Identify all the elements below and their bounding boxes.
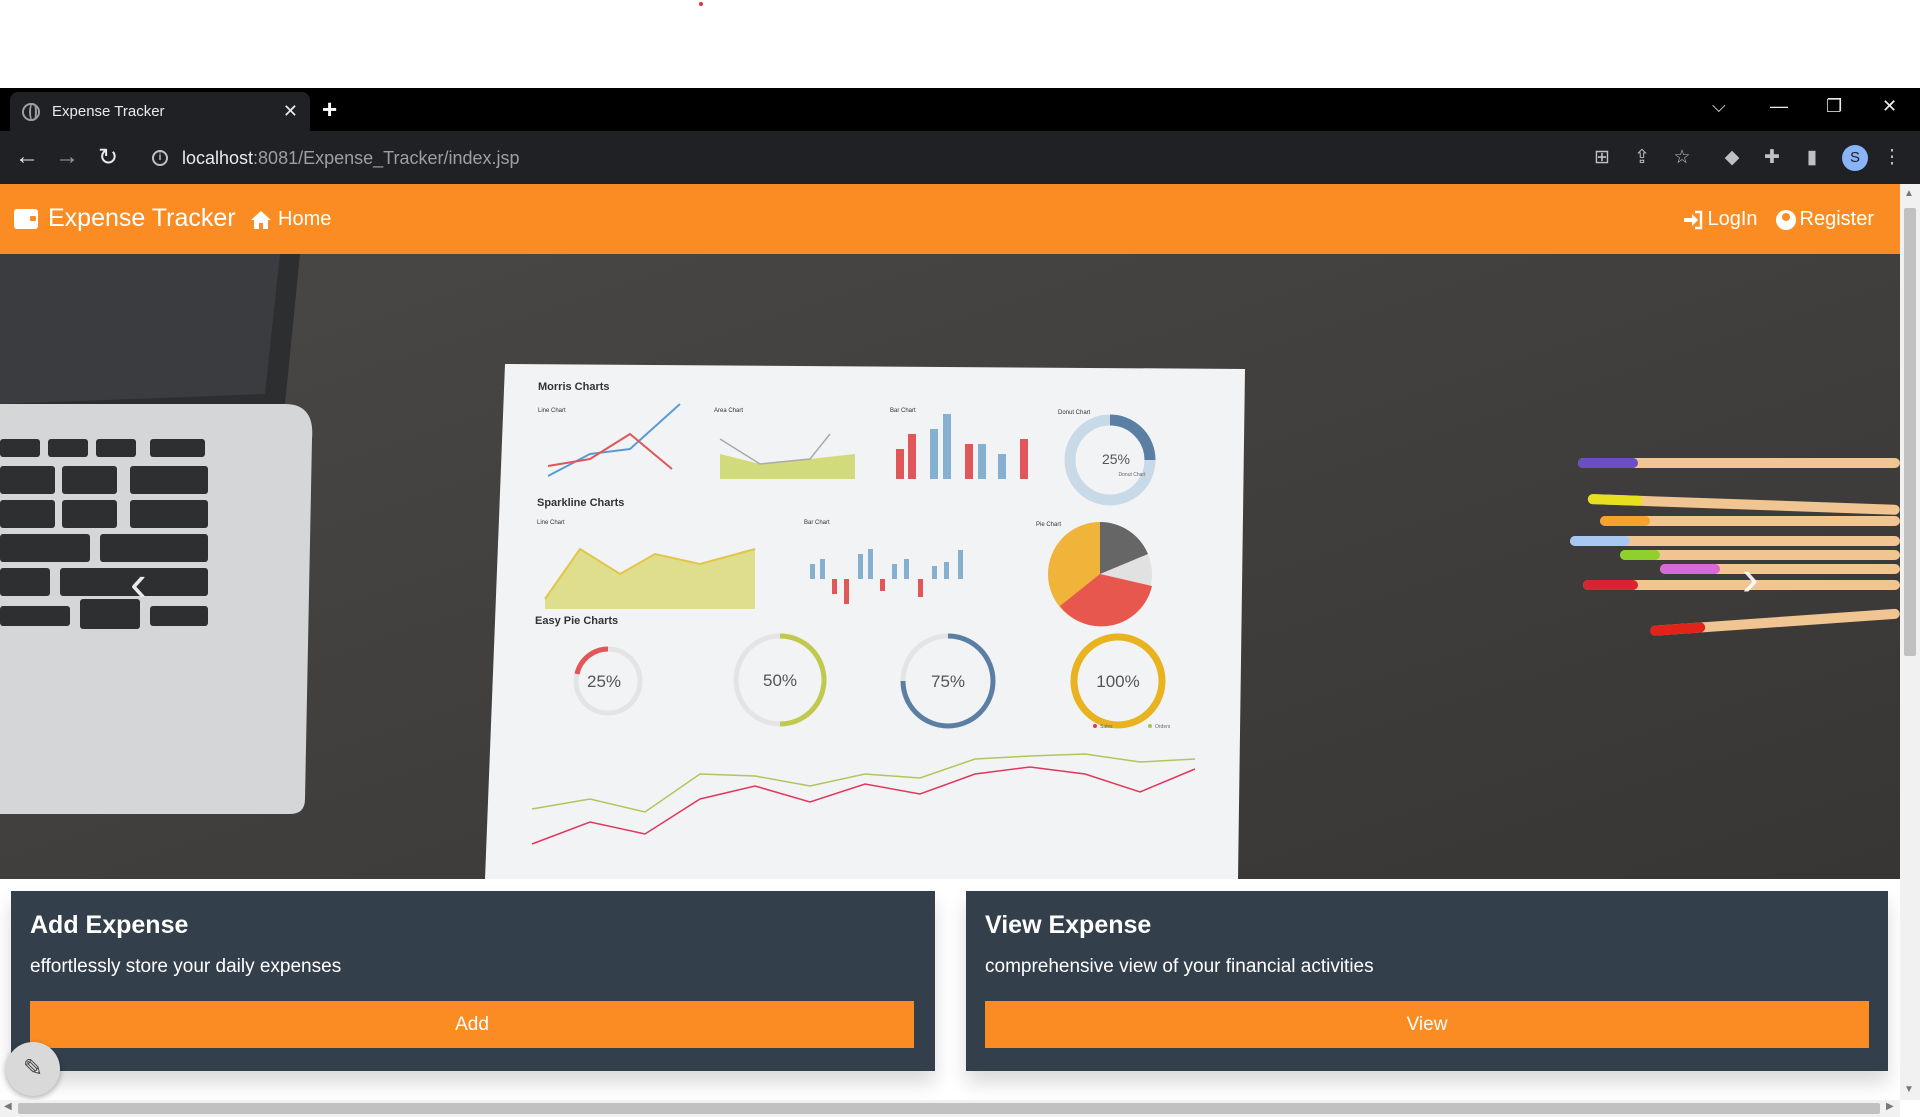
globe-icon xyxy=(22,102,40,121)
paper-title-area: Area Chart xyxy=(714,408,743,414)
wallet-icon xyxy=(14,208,38,229)
bookmark-star-icon[interactable]: ☆ xyxy=(1673,147,1691,168)
nav-right: LogIn Register xyxy=(1683,208,1874,231)
paper-title-donut: Donut Chart xyxy=(1058,410,1091,416)
carousel-next-icon[interactable]: › xyxy=(1742,550,1759,606)
paper-title-pie: Pie Chart xyxy=(1036,522,1061,528)
nav-register-link[interactable]: Register xyxy=(1775,208,1874,231)
new-tab-button[interactable]: + xyxy=(322,94,338,124)
login-icon xyxy=(1684,210,1703,229)
page-viewport: Expense Tracker Home LogIn Register xyxy=(0,184,1900,1100)
info-icon[interactable]: i xyxy=(152,150,168,166)
paper-section-easypie: Easy Pie Charts xyxy=(535,615,618,627)
horizontal-scrollbar[interactable]: ◀ ▶ xyxy=(0,1100,1900,1117)
edit-pen-icon[interactable]: ✎ xyxy=(6,1042,60,1096)
home-icon xyxy=(251,210,271,229)
view-expense-card: View Expense comprehensive view of your … xyxy=(966,891,1888,1071)
browser-tab[interactable]: Expense Tracker ✕ xyxy=(10,92,310,131)
profile-avatar[interactable]: S xyxy=(1842,145,1868,171)
paper-legend-sales: Sales xyxy=(1100,724,1113,730)
scroll-down-arrow-icon[interactable]: ▼ xyxy=(1904,1084,1914,1095)
site-navbar: Expense Tracker Home LogIn Register xyxy=(0,184,1900,254)
scroll-up-arrow-icon[interactable]: ▲ xyxy=(1904,188,1914,199)
top-blank-area xyxy=(0,0,1920,88)
url-path: :8081/Expense_Tracker/index.jsp xyxy=(253,147,520,168)
hero-carousel: Morris Charts Sparkline Charts Easy Pie … xyxy=(0,254,1900,879)
url-host: localhost xyxy=(182,147,254,168)
nav-register-label: Register xyxy=(1799,208,1874,230)
paper-pie-50: 50% xyxy=(763,671,797,690)
restore-icon[interactable]: ❐ xyxy=(1826,96,1843,116)
translate-icon[interactable]: ⊞ xyxy=(1594,147,1610,168)
address-bar[interactable]: i localhost:8081/Expense_Tracker/index.j… xyxy=(136,138,1596,178)
side-panel-icon[interactable]: ▮ xyxy=(1806,147,1818,168)
nav-login-link[interactable]: LogIn xyxy=(1683,208,1758,231)
paper-title-line-2: Line Chart xyxy=(537,520,565,526)
brand-link[interactable]: Expense Tracker xyxy=(14,204,236,233)
back-icon[interactable]: ← xyxy=(15,143,39,170)
close-tab-icon[interactable]: ✕ xyxy=(282,101,298,121)
scroll-right-arrow-icon[interactable]: ▶ xyxy=(1886,1101,1894,1112)
add-expense-description: effortlessly store your daily expenses xyxy=(30,956,342,977)
add-expense-card: Add Expense effortlessly store your dail… xyxy=(11,891,935,1071)
paper-legend-orders: Orders xyxy=(1155,724,1171,730)
reload-icon[interactable]: ↻ xyxy=(97,144,119,171)
add-expense-title: Add Expense xyxy=(30,911,189,939)
menu-kebab-icon[interactable]: ⋮ xyxy=(1882,147,1902,168)
forward-icon[interactable]: → xyxy=(55,143,79,170)
paper-pie-25: 25% xyxy=(587,672,621,691)
paper-title-line: Line Chart xyxy=(538,408,566,414)
user-icon xyxy=(1775,209,1796,230)
nav-home-link[interactable]: Home xyxy=(250,208,331,231)
carousel-prev-icon[interactable]: ‹ xyxy=(130,555,147,611)
paper-pie-100: 100% xyxy=(1096,672,1139,691)
brand-text: Expense Tracker xyxy=(48,204,236,232)
red-dot xyxy=(699,2,703,6)
puzzle-icon[interactable]: ✚ xyxy=(1764,147,1780,168)
hero-image: Morris Charts Sparkline Charts Easy Pie … xyxy=(0,254,1900,879)
view-button[interactable]: View xyxy=(985,1001,1869,1048)
add-button[interactable]: Add xyxy=(30,1001,914,1048)
paper-pie-75: 75% xyxy=(931,672,965,691)
nav-home-label: Home xyxy=(278,208,332,230)
scroll-left-arrow-icon[interactable]: ◀ xyxy=(4,1101,12,1112)
tab-title: Expense Tracker xyxy=(52,103,165,120)
nav-login-label: LogIn xyxy=(1707,208,1758,230)
vertical-scroll-thumb[interactable] xyxy=(1904,208,1916,656)
paper-title-bar: Bar Chart xyxy=(890,408,916,414)
paper-section-morris: Morris Charts xyxy=(538,381,610,393)
view-expense-description: comprehensive view of your financial act… xyxy=(985,956,1374,977)
extension-icon[interactable]: ◆ xyxy=(1724,147,1740,168)
paper-donut-value: 25% xyxy=(1102,451,1130,467)
close-window-icon[interactable]: ✕ xyxy=(1882,96,1898,116)
view-expense-title: View Expense xyxy=(985,911,1152,939)
vertical-scrollbar[interactable]: ▲ ▼ xyxy=(1900,184,1920,1100)
horizontal-scroll-thumb[interactable] xyxy=(18,1103,1880,1114)
paper-title-bar-2: Bar Chart xyxy=(804,520,830,526)
paper-donut-label: Donut Chart xyxy=(1119,472,1147,478)
minimize-icon[interactable]: — xyxy=(1770,96,1788,116)
paper-section-sparkline: Sparkline Charts xyxy=(537,497,624,509)
share-icon[interactable]: ⇪ xyxy=(1634,147,1650,168)
tab-search-icon[interactable]: ⌵ xyxy=(1712,96,1726,116)
browser-tabstrip xyxy=(0,88,1920,131)
